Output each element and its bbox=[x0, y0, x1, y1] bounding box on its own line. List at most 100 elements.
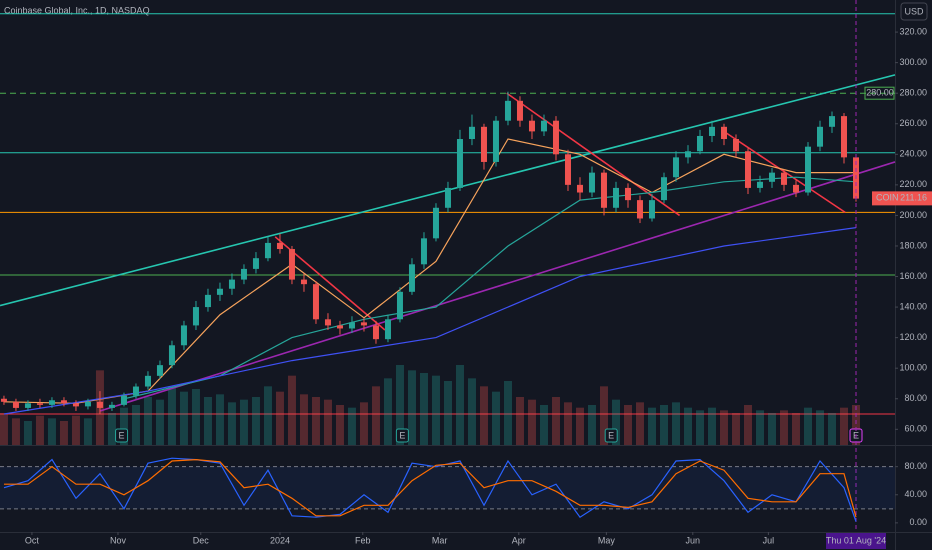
y-tick-label: 200.00 bbox=[899, 210, 927, 220]
volume-bar bbox=[503, 381, 512, 445]
candle-body bbox=[0, 398, 7, 402]
volume-bar bbox=[467, 378, 476, 445]
candle-body bbox=[312, 284, 319, 320]
candle-body bbox=[456, 139, 463, 188]
candle-body bbox=[528, 120, 535, 132]
volume-bar bbox=[623, 405, 632, 445]
volume-bar bbox=[179, 391, 188, 445]
volume-bar bbox=[839, 407, 848, 445]
candle-body bbox=[780, 172, 787, 185]
volume-bar bbox=[0, 413, 8, 445]
candle-body bbox=[288, 249, 295, 280]
crosshair-label-box bbox=[825, 533, 886, 549]
volume-bar bbox=[611, 399, 620, 445]
candle-body bbox=[372, 325, 379, 340]
candle-body bbox=[480, 126, 487, 162]
candle-body bbox=[168, 345, 175, 366]
volume-bar bbox=[239, 399, 248, 445]
volume-bar bbox=[227, 402, 236, 445]
candle-body bbox=[300, 279, 307, 285]
volume-bar bbox=[731, 413, 740, 445]
candle-body bbox=[192, 307, 199, 326]
volume-bar bbox=[587, 405, 596, 445]
candle-body bbox=[648, 200, 655, 219]
candle-body bbox=[252, 258, 259, 269]
candle-body bbox=[432, 207, 439, 239]
volume-bar bbox=[35, 415, 44, 445]
x-tick-label: Nov bbox=[110, 535, 127, 545]
volume-bar bbox=[827, 413, 836, 445]
y-tick-label: 320.00 bbox=[899, 26, 927, 36]
candle-body bbox=[396, 291, 403, 320]
volume-bar bbox=[371, 386, 380, 445]
candle-body bbox=[684, 151, 691, 158]
candle-body bbox=[384, 319, 391, 340]
candle-body bbox=[468, 126, 475, 140]
volume-bar bbox=[215, 394, 224, 445]
volume-bar bbox=[851, 405, 860, 445]
x-tick-label: Feb bbox=[355, 535, 371, 545]
candle-body bbox=[744, 151, 751, 188]
volume-bar bbox=[311, 397, 320, 445]
volume-bar bbox=[119, 407, 128, 445]
y-tick-label: 100.00 bbox=[899, 363, 927, 373]
stochastic-line bbox=[3, 457, 857, 522]
currency-box[interactable] bbox=[900, 2, 928, 21]
candle-body bbox=[408, 264, 415, 292]
candle-body bbox=[720, 126, 727, 140]
volume-bar bbox=[107, 413, 116, 445]
candle-body bbox=[672, 157, 679, 178]
candle-body bbox=[504, 100, 511, 121]
candle-body bbox=[180, 325, 187, 346]
candle-body bbox=[492, 120, 499, 162]
volume-bar bbox=[599, 386, 608, 445]
x-tick-label: May bbox=[598, 535, 616, 545]
candle-body bbox=[540, 120, 547, 132]
volume-bar bbox=[203, 397, 212, 445]
x-tick-label: Apr bbox=[512, 535, 526, 545]
candle-body bbox=[576, 184, 583, 193]
volume-bar bbox=[563, 402, 572, 445]
volume-bar bbox=[59, 421, 68, 445]
volume-bar bbox=[479, 386, 488, 445]
candle-body bbox=[204, 294, 211, 308]
moving-average bbox=[3, 227, 857, 415]
volume-bar bbox=[383, 378, 392, 445]
volume-bar bbox=[779, 410, 788, 445]
currency-label: USD bbox=[904, 6, 924, 16]
volume-bar bbox=[347, 407, 356, 445]
candle-body bbox=[792, 184, 799, 193]
candle-body bbox=[552, 120, 559, 155]
candle-body bbox=[108, 404, 115, 408]
candle-body bbox=[696, 135, 703, 152]
candle-body bbox=[120, 395, 127, 405]
earnings-label: E bbox=[119, 430, 125, 440]
volume-bar bbox=[299, 394, 308, 445]
candle-body bbox=[516, 100, 523, 121]
volume-bar bbox=[527, 399, 536, 445]
volume-bar bbox=[287, 375, 296, 445]
volume-bar bbox=[275, 391, 284, 445]
price-label-box bbox=[872, 191, 932, 206]
volume-bar bbox=[671, 402, 680, 445]
candle-body bbox=[144, 375, 151, 387]
candle-body bbox=[36, 403, 43, 405]
trendline bbox=[721, 129, 846, 214]
volume-bar bbox=[47, 418, 56, 445]
candle-body bbox=[708, 126, 715, 136]
volume-bar bbox=[815, 410, 824, 445]
candle-body bbox=[228, 279, 235, 289]
candle-body bbox=[336, 325, 343, 329]
y-tick-label: 0.00 bbox=[909, 517, 927, 527]
volume-bar bbox=[443, 381, 452, 445]
candle-body bbox=[756, 181, 763, 188]
volume-bar bbox=[803, 407, 812, 445]
volume-bar bbox=[491, 391, 500, 445]
candle-body bbox=[600, 172, 607, 208]
volume-bar bbox=[659, 405, 668, 445]
volume-bar bbox=[455, 365, 464, 445]
candle-body bbox=[636, 200, 643, 219]
stoch-band bbox=[0, 466, 895, 509]
earnings-label: E bbox=[608, 430, 614, 440]
